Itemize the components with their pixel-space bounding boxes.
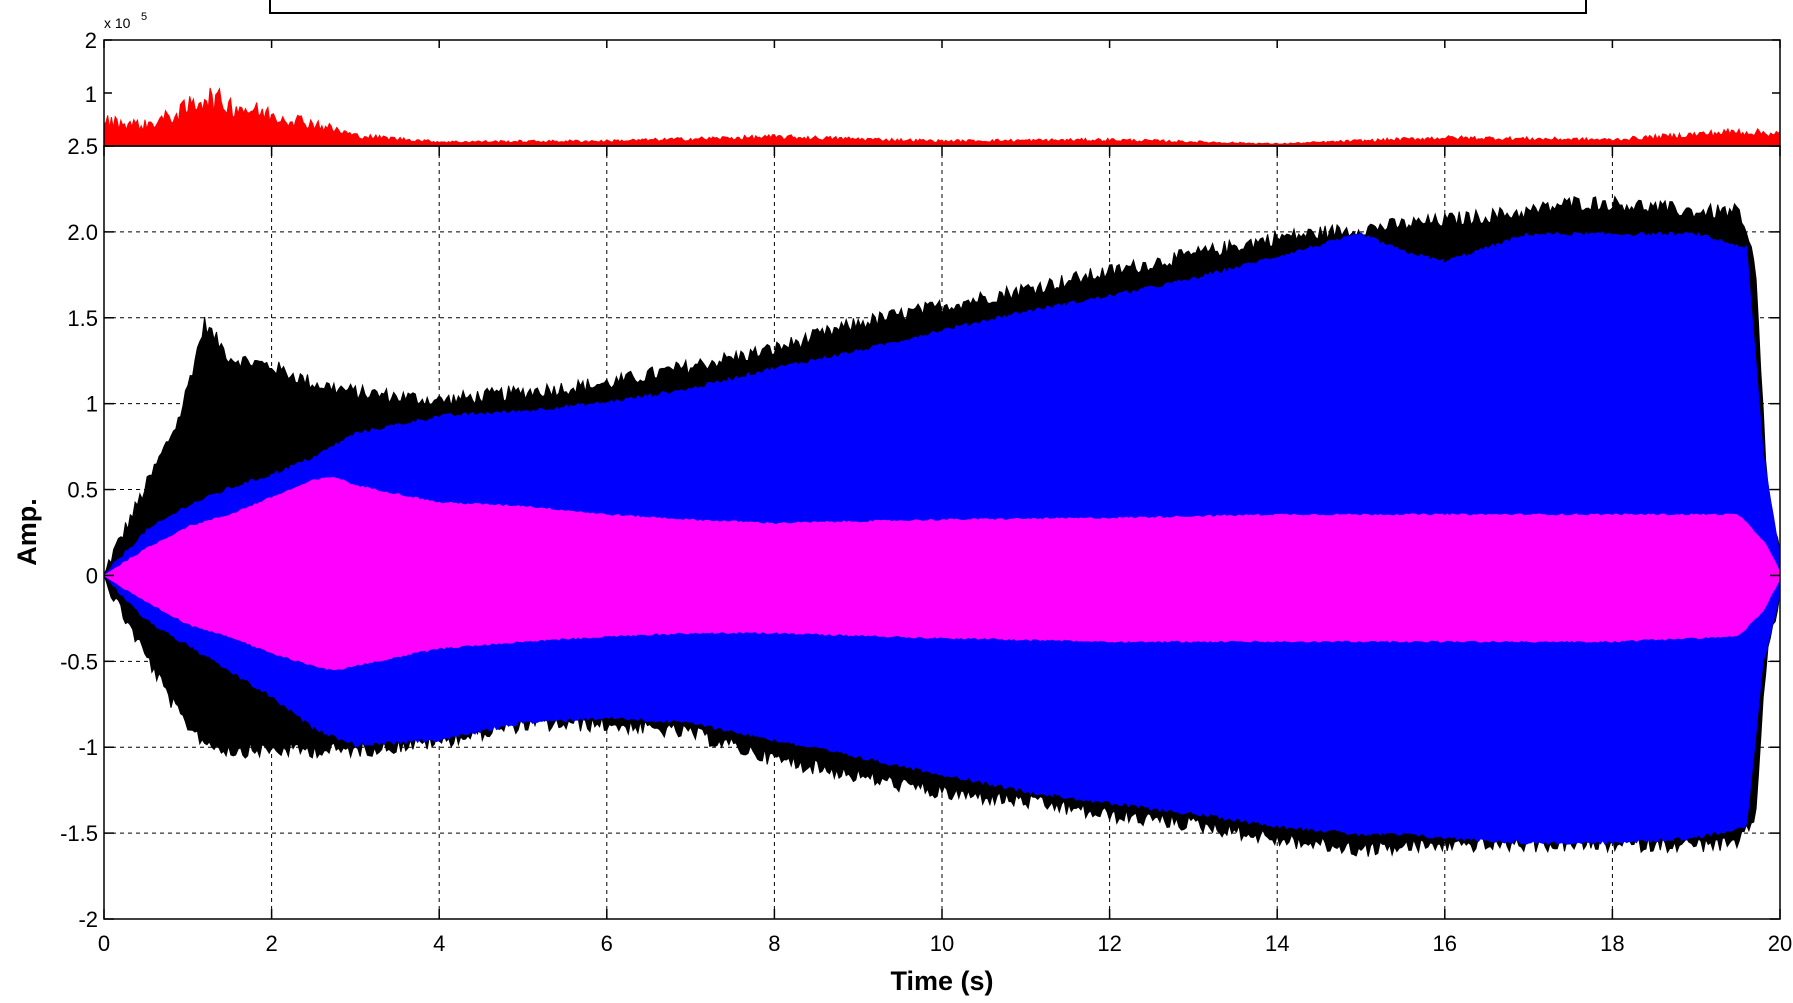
y-tick-label: 0.5: [67, 478, 98, 503]
y-tick-label: 0: [86, 563, 98, 588]
inset-panel: 2 1 x 10 5: [85, 11, 1781, 147]
y-tick-label: 2.0: [67, 220, 98, 245]
inset-tick-layer: [103, 39, 1781, 94]
legend-box: [269, 0, 1587, 14]
y-tick-label: -2: [78, 907, 98, 932]
x-tick-label: 4: [433, 931, 445, 956]
inset-ytick-label: 2: [85, 28, 97, 53]
x-axis-label: Time (s): [890, 966, 993, 996]
inset-multiplier-exponent: 5: [141, 11, 147, 23]
x-tick-label: 0: [98, 931, 110, 956]
y-tick-label: -1: [78, 735, 98, 760]
x-tick-label: 10: [930, 931, 954, 956]
y-tick-label: -1.5: [60, 821, 98, 846]
main-tick-layer: 0 2 4 6 8 10 12 14 16 18 20 2.5 2.0 1.5 1 0.5 0 -0.5 -1 -1.…: [60, 134, 1792, 956]
x-tick-label: 8: [768, 931, 780, 956]
inset-series-signal: [103, 87, 1781, 147]
inset-series-layer: [103, 87, 1781, 147]
y-tick-label: 1: [86, 392, 98, 417]
main-panel: 0 2 4 6 8 10 12 14 16 18 20 2.5 2.0 1.5 1 0.5 0 -0.5 -1 -1.…: [12, 134, 1792, 996]
y-axis-label: Amp.: [12, 498, 42, 566]
y-tick-label: 2.5: [67, 134, 98, 159]
x-tick-label: 18: [1600, 931, 1624, 956]
inset-ytick-label: 1: [85, 82, 97, 107]
x-tick-label: 2: [265, 931, 277, 956]
y-tick-label: -0.5: [60, 649, 98, 674]
y-tick-label: 1.5: [67, 306, 98, 331]
inset-multiplier-label: x 10: [104, 15, 131, 31]
x-tick-label: 16: [1433, 931, 1457, 956]
x-tick-label: 20: [1768, 931, 1792, 956]
main-series-layer: [103, 195, 1781, 857]
x-tick-label: 14: [1265, 931, 1289, 956]
x-tick-label: 12: [1097, 931, 1121, 956]
x-tick-label: 6: [601, 931, 613, 956]
inset-axes-frame: [103, 39, 1781, 147]
